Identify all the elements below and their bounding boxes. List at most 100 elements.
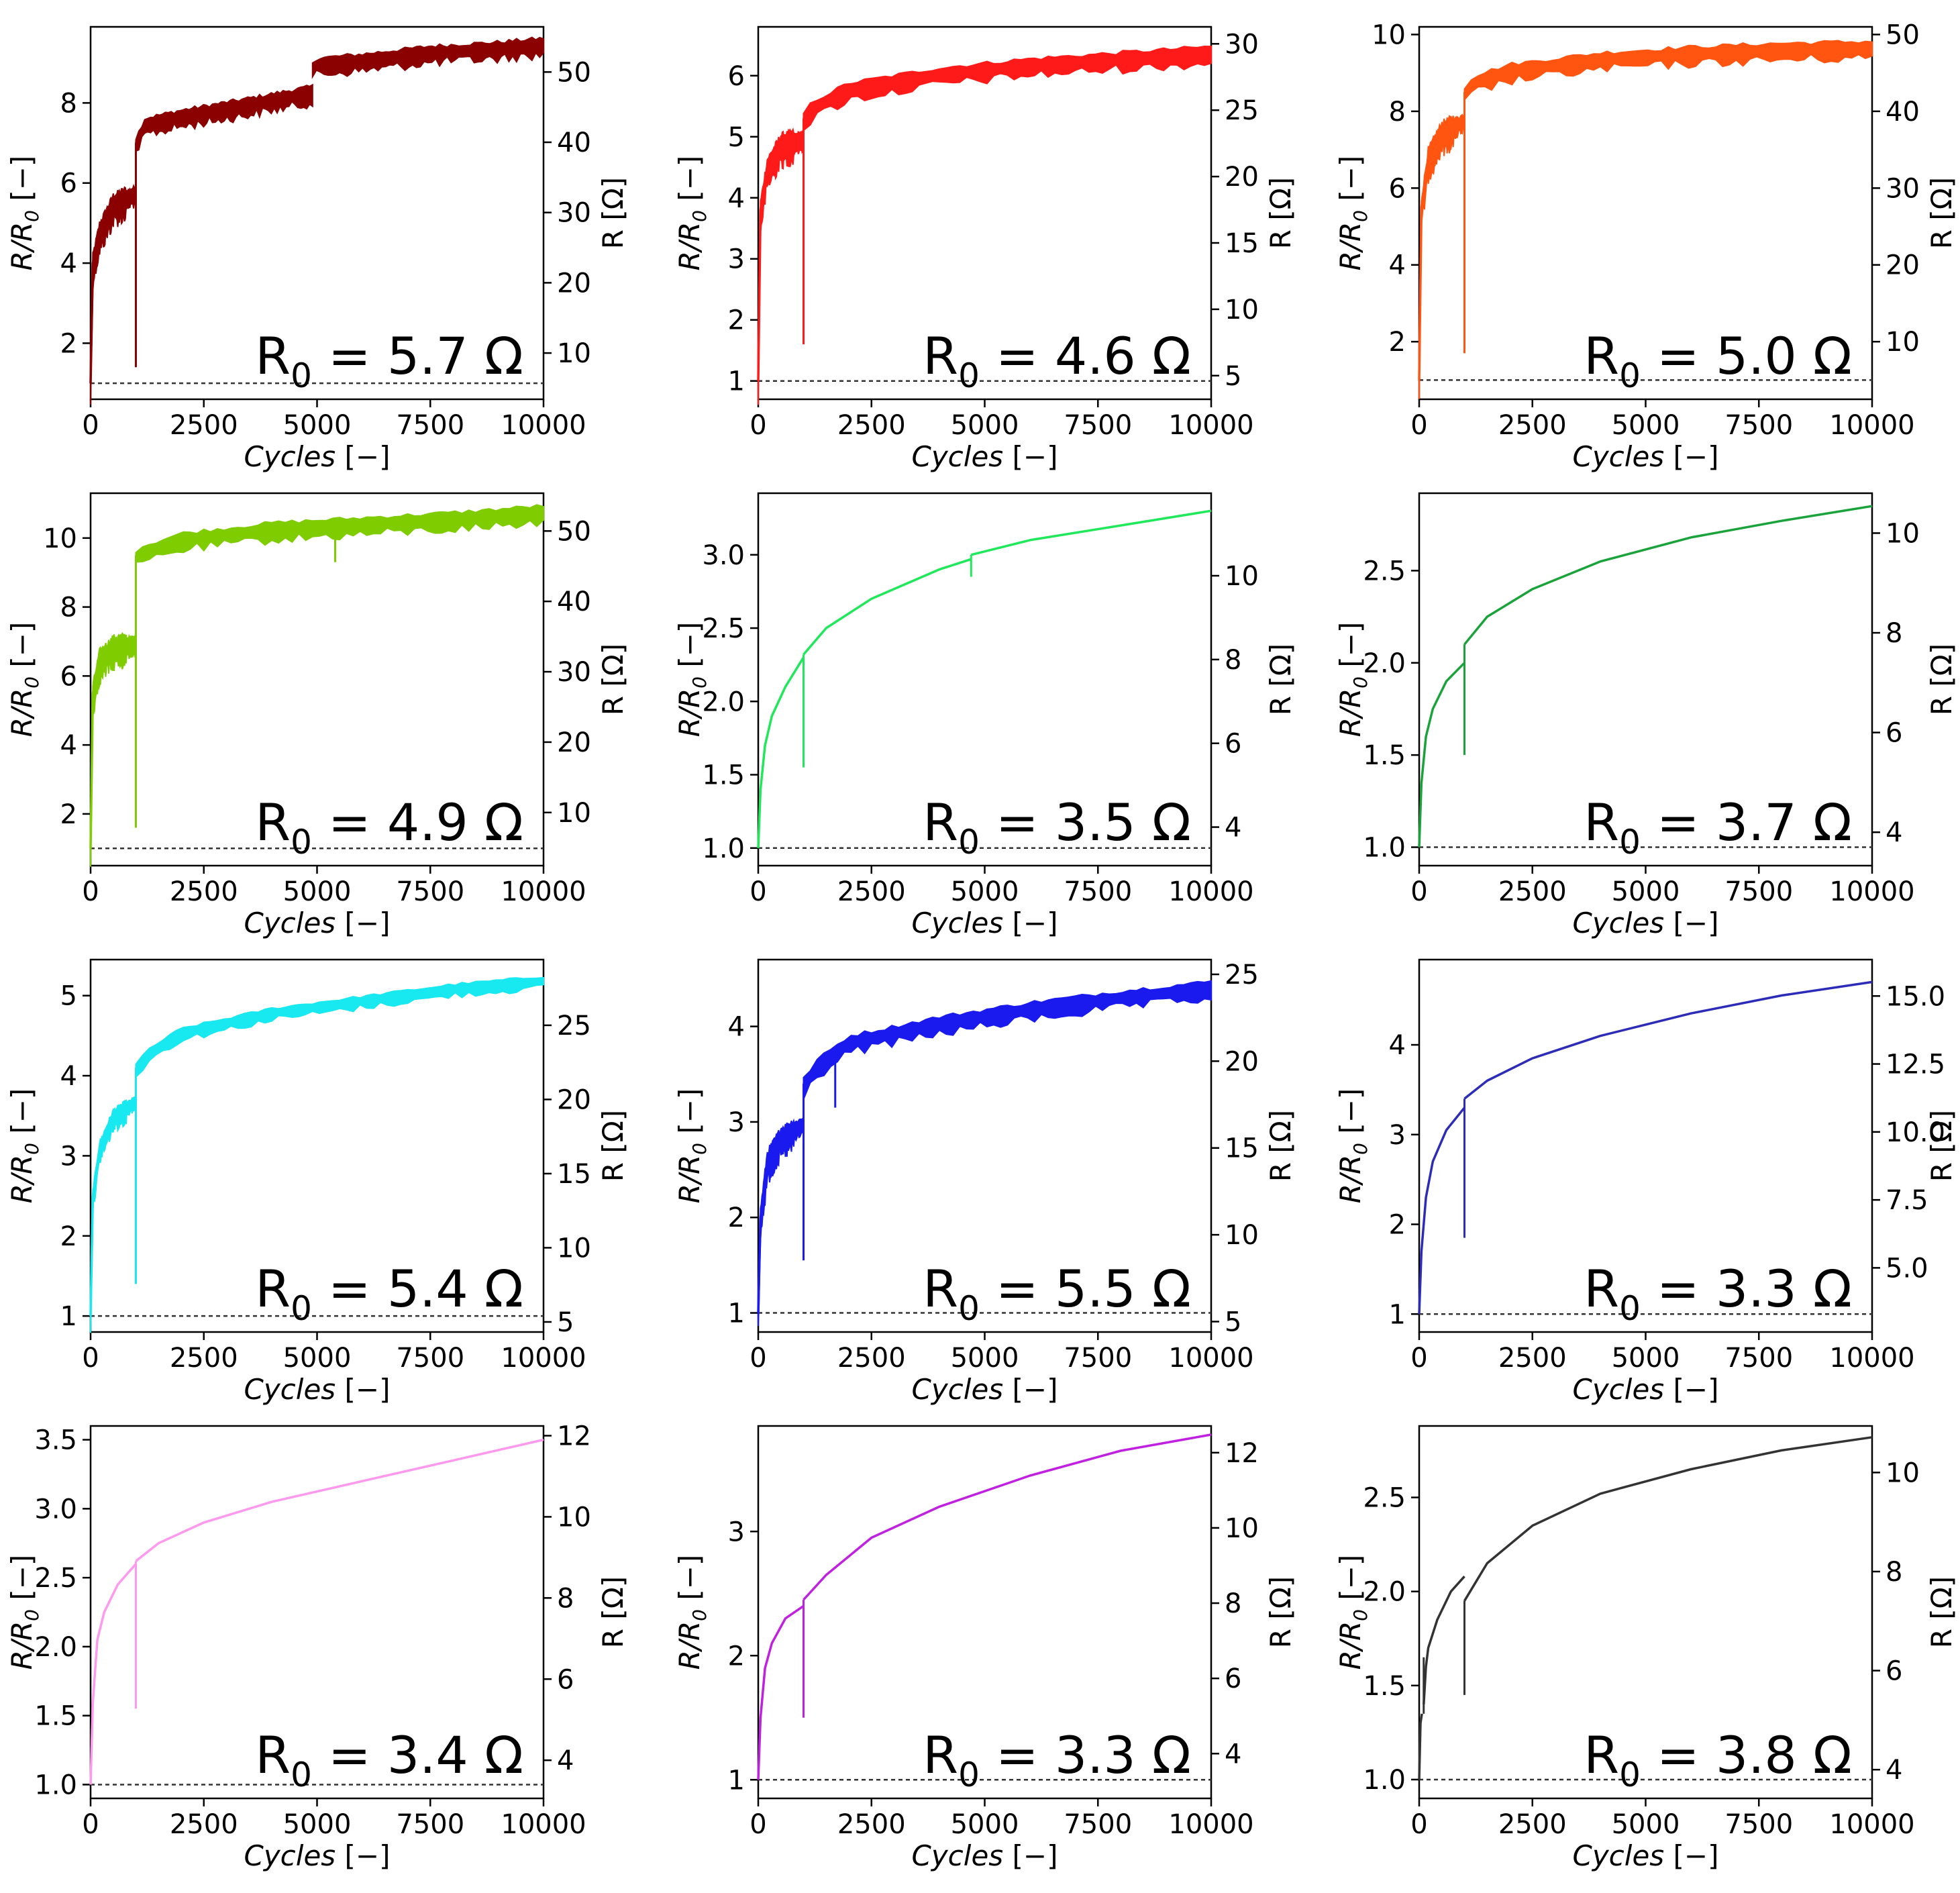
y-tick-label: 1 <box>60 1301 77 1332</box>
x-tick-label: 7500 <box>1064 876 1132 907</box>
r0-annotation-value: = 3.3 Ω <box>1641 1259 1852 1319</box>
y-tick-label: 1.0 <box>1363 833 1406 864</box>
r0-annotation-symbol: R <box>255 792 291 852</box>
y-axis-label-var: R/R <box>673 222 706 271</box>
y-axis-label-unit: [−] <box>673 1088 706 1143</box>
y2-tick-label: 4 <box>1225 1739 1241 1770</box>
r0-annotation-value: = 4.9 Ω <box>312 792 523 852</box>
r0-annotation-subscript: 0 <box>958 823 980 862</box>
y-axis-label-unit: [−] <box>5 1555 38 1609</box>
x-axis-label-unit: [−] <box>336 1373 390 1406</box>
x-tick-label: 0 <box>750 1343 766 1374</box>
y-axis-label-var: R/R <box>1334 1621 1367 1670</box>
y-tick-label: 1.0 <box>1363 1765 1406 1796</box>
y-tick-label: 1 <box>1389 1299 1406 1330</box>
y-axis-label-unit: [−] <box>673 622 706 676</box>
y-tick-label: 5 <box>60 981 77 1012</box>
r0-annotation-subscript: 0 <box>958 1755 980 1794</box>
x-axis-label: Cycles [−] <box>912 907 1058 939</box>
r0-annotation: R0 = 5.5 Ω <box>923 1259 1191 1328</box>
chart-panel-7: 0 2500 5000 7500 10000 1 2 3 4 5 5 10 15 20 25 Cycles [… <box>5 958 629 1406</box>
x-tick-label: 7500 <box>1064 1809 1132 1840</box>
x-tick-label: 7500 <box>396 1809 464 1840</box>
x-tick-label: 10000 <box>1829 1809 1914 1840</box>
x-axis-label-var: Cycles <box>912 440 1004 473</box>
x-axis-label-var: Cycles <box>1573 1839 1665 1872</box>
x-tick-label: 10000 <box>1168 1343 1253 1374</box>
x-axis-label-var: Cycles <box>1573 440 1665 473</box>
x-tick-label: 5000 <box>951 410 1019 441</box>
y2-tick-label: 10 <box>1225 1513 1259 1544</box>
y2-tick-label: 6 <box>1886 1656 1902 1687</box>
y2-tick-label: 8 <box>1886 1557 1902 1588</box>
y2-tick-label: 10.0 <box>1886 1117 1945 1148</box>
x-tick-label: 5000 <box>283 1809 352 1840</box>
y2-tick-label: 4 <box>1886 1755 1902 1786</box>
y-tick-label: 8 <box>60 88 77 119</box>
y-axis-label-unit: [−] <box>5 156 38 210</box>
y-axis-label-var: R/R <box>673 1621 706 1670</box>
x-tick-label: 5000 <box>1612 1343 1680 1374</box>
series-line-2 <box>135 978 544 1069</box>
y2-axis-label: R [Ω] <box>1264 1110 1297 1182</box>
series-band-1 <box>1419 113 1465 399</box>
y2-tick-label: 8 <box>557 1583 574 1614</box>
y-tick-label: 6 <box>60 168 77 199</box>
series-band-2 <box>803 45 1212 132</box>
x-tick-label: 7500 <box>1724 1809 1793 1840</box>
series-line-1 <box>1418 117 1465 380</box>
y-tick-label: 2.5 <box>1363 556 1406 586</box>
series-band-3 <box>311 36 544 79</box>
x-tick-label: 2500 <box>170 876 238 907</box>
chart-panel-3: 0 2500 5000 7500 10000 2 4 6 8 10 10 20 30 40 50 Cycles… <box>1334 19 1958 473</box>
y2-tick-label: 20 <box>1225 1046 1259 1077</box>
x-tick-label: 5000 <box>951 876 1019 907</box>
y-axis-label-unit: [−] <box>673 156 706 210</box>
y-tick-label: 2 <box>60 1221 77 1252</box>
x-axis-label: Cycles [−] <box>912 1839 1058 1872</box>
y2-axis-label: R [Ω] <box>1264 644 1297 715</box>
r0-annotation-symbol: R <box>1584 792 1619 852</box>
y2-tick-label: 5 <box>1225 1307 1241 1337</box>
series-line-2 <box>134 89 313 144</box>
y-tick-label: 1 <box>728 1765 745 1796</box>
x-tick-label: 0 <box>750 876 766 907</box>
y-axis-label-var: R/R <box>5 222 38 271</box>
r0-annotation-value: = 5.0 Ω <box>1641 326 1852 386</box>
chart-panel-5: 0 2500 5000 7500 10000 1.0 1.5 2.0 2.5 3.0 4 6 8 10 Cy… <box>673 492 1297 939</box>
series-line-1 <box>757 656 805 848</box>
x-tick-label: 10000 <box>501 876 586 907</box>
y-axis-label: R/R0 [−] <box>673 1088 711 1204</box>
x-tick-label: 2500 <box>1498 1343 1567 1374</box>
x-axis-label-unit: [−] <box>1664 440 1718 473</box>
y-axis-label-unit: [−] <box>1334 1088 1367 1143</box>
x-axis-label-unit: [−] <box>336 440 390 473</box>
y-axis-label-var: R/R <box>5 1155 38 1204</box>
series-line-1 <box>89 1563 137 1785</box>
series-line-2 <box>1423 1576 1465 1704</box>
y-axis-label-var: R/R <box>1334 688 1367 737</box>
x-tick-label: 5000 <box>283 410 352 441</box>
series-line-2 <box>803 50 1212 119</box>
x-tick-label: 0 <box>1410 876 1427 907</box>
y2-tick-label: 10 <box>1225 1220 1259 1251</box>
y-tick-label: 2.5 <box>1363 1483 1406 1514</box>
y2-tick-label: 15 <box>1225 228 1259 259</box>
y-axis-label-unit: [−] <box>673 1555 706 1609</box>
y2-tick-label: 10 <box>557 1502 591 1533</box>
r0-annotation-value: = 3.8 Ω <box>1641 1725 1852 1785</box>
y-axis-label-subscript: 0 <box>1349 1143 1372 1155</box>
x-tick-label: 10000 <box>1829 1343 1914 1374</box>
r0-annotation: R0 = 4.6 Ω <box>923 326 1191 395</box>
r0-annotation-subscript: 0 <box>1619 1755 1641 1794</box>
y2-tick-label: 50 <box>557 57 591 88</box>
x-tick-label: 0 <box>82 410 99 441</box>
series-band-1 <box>758 127 805 405</box>
y2-tick-label: 40 <box>557 586 591 617</box>
y-tick-label: 2.5 <box>702 613 745 644</box>
y-axis-label-unit: [−] <box>1334 622 1367 676</box>
y-tick-label: 3.0 <box>702 540 745 571</box>
r0-annotation: R0 = 3.3 Ω <box>1584 1259 1852 1328</box>
r0-annotation: R0 = 3.3 Ω <box>923 1725 1191 1794</box>
x-axis-label-unit: [−] <box>336 1839 390 1872</box>
